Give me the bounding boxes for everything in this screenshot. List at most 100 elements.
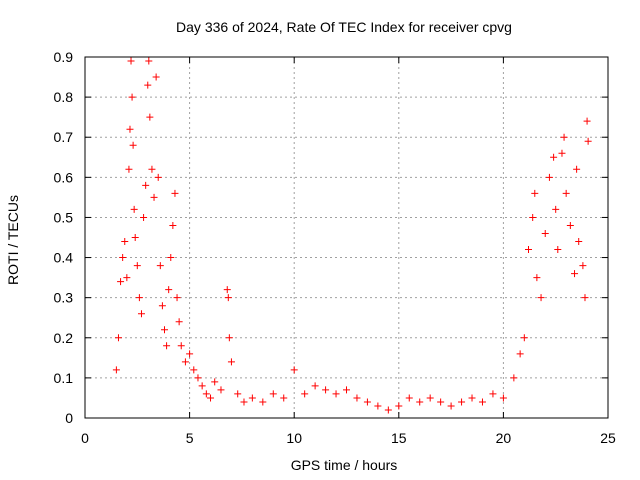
x-axis-title: GPS time / hours: [291, 457, 398, 473]
data-point: [554, 246, 562, 254]
data-point: [129, 141, 137, 149]
data-point: [112, 366, 120, 374]
data-point: [173, 294, 181, 302]
y-tick-label: 0.4: [54, 250, 74, 266]
data-point: [363, 398, 371, 406]
data-point: [458, 398, 466, 406]
data-point: [223, 286, 231, 294]
data-point: [181, 358, 189, 366]
data-point: [131, 234, 139, 241]
data-point: [135, 294, 143, 302]
data-point: [150, 193, 158, 201]
y-axis-title: ROTI / TECUs: [5, 195, 21, 285]
data-point: [416, 398, 424, 406]
data-point: [142, 181, 150, 189]
data-point: [405, 394, 413, 402]
x-tick-label: 5: [186, 430, 194, 446]
data-point: [171, 189, 179, 197]
data-point: [280, 394, 288, 402]
data-point: [154, 173, 162, 181]
data-point: [489, 390, 497, 398]
x-tick-label: 0: [81, 430, 89, 446]
data-point: [545, 173, 553, 181]
data-point: [332, 390, 340, 398]
data-point: [343, 386, 350, 394]
data-point: [384, 406, 392, 414]
data-point: [562, 189, 570, 197]
data-point: [125, 165, 133, 173]
data-point: [583, 117, 591, 125]
data-point: [198, 382, 206, 390]
data-point: [529, 213, 537, 221]
y-tick-label: 0.6: [54, 169, 74, 185]
data-point: [234, 390, 242, 398]
data-point: [148, 165, 156, 173]
data-point: [269, 390, 277, 398]
data-point: [579, 262, 587, 270]
y-tick-label: 0.8: [54, 89, 74, 105]
y-tick-label: 0.3: [54, 290, 74, 306]
data-point: [144, 81, 152, 89]
data-point: [194, 374, 202, 382]
data-point: [117, 278, 125, 286]
data-point: [121, 238, 129, 246]
data-point: [207, 394, 215, 402]
data-point: [119, 254, 127, 262]
data-point: [137, 310, 145, 318]
y-tick-label: 0.2: [54, 330, 74, 346]
data-point: [163, 342, 171, 350]
data-point: [516, 350, 524, 358]
data-point: [537, 294, 545, 302]
data-point: [126, 125, 134, 133]
x-tick-label: 10: [286, 430, 302, 446]
data-point: [211, 378, 219, 386]
data-point: [128, 93, 136, 101]
data-point: [510, 374, 518, 382]
data-point: [227, 358, 235, 366]
grid-lines: [85, 57, 608, 418]
data-point: [202, 390, 210, 398]
data-point: [437, 398, 445, 406]
data-point: [311, 382, 319, 390]
y-tick-label: 0.7: [54, 129, 74, 145]
axis-ticks: [84, 56, 609, 419]
x-tick-label: 25: [600, 430, 616, 446]
data-point: [127, 57, 135, 65]
data-point: [123, 274, 131, 282]
data-point: [301, 390, 309, 398]
data-point: [573, 165, 581, 173]
data-point: [290, 366, 298, 374]
data-point: [575, 238, 583, 246]
data-point: [447, 402, 455, 410]
data-point: [584, 137, 592, 145]
x-tick-label: 15: [391, 430, 407, 446]
chart-title: Day 336 of 2024, Rate Of TEC Index for r…: [176, 19, 512, 35]
data-point: [217, 386, 225, 394]
data-point: [533, 274, 541, 282]
data-point: [240, 398, 248, 406]
data-point: [353, 394, 361, 402]
data-point: [426, 394, 434, 402]
x-tick-label: 20: [496, 430, 512, 446]
data-point: [186, 350, 194, 358]
data-point: [140, 213, 148, 221]
y-tick-labels: 0 0.1 0.2 0.3 0.4 0.5 0.6 0.7 0.8 0.9: [54, 49, 74, 426]
data-point: [259, 398, 267, 406]
data-point: [478, 398, 486, 406]
data-point: [395, 402, 403, 410]
x-tick-labels: 0 5 10 15 20 25: [81, 430, 616, 446]
data-point: [167, 254, 175, 262]
plot-frame: [84, 56, 609, 419]
data-point: [114, 334, 122, 342]
data-point: [571, 270, 579, 278]
data-point: [160, 326, 168, 334]
data-point: [225, 334, 233, 342]
data-point: [531, 189, 539, 197]
data-point: [541, 229, 549, 237]
data-point: [190, 366, 198, 374]
data-point: [560, 133, 568, 141]
data-point: [468, 394, 476, 402]
data-point: [558, 149, 566, 157]
data-points: [112, 57, 592, 414]
